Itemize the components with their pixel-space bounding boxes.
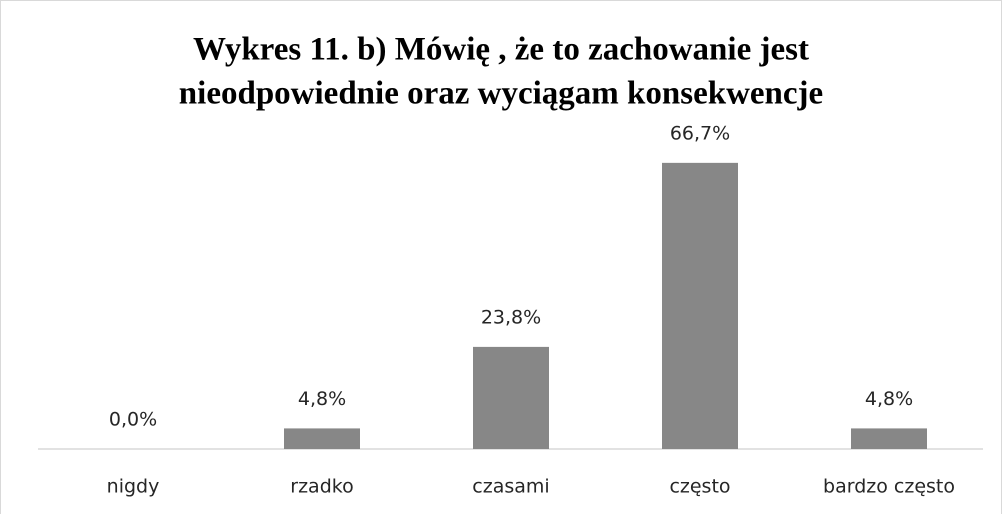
bar xyxy=(662,162,738,449)
data-label: 4,8% xyxy=(298,388,346,410)
data-label: 0,0% xyxy=(109,409,157,431)
x-tick-label: rzadko xyxy=(290,476,353,498)
x-tick-label: czasami xyxy=(472,476,549,498)
bar xyxy=(473,346,549,449)
bar xyxy=(284,428,360,449)
data-label: 66,7% xyxy=(670,122,730,144)
data-label: 4,8% xyxy=(865,388,913,410)
data-label: 23,8% xyxy=(481,306,541,328)
x-tick-label: bardzo często xyxy=(823,476,955,498)
x-tick-label: nigdy xyxy=(107,476,160,498)
chart-title: Wykres 11. b) Mówię , że to zachowanie j… xyxy=(193,32,809,68)
chart-title: nieodpowiednie oraz wyciągam konsekwencj… xyxy=(179,76,823,112)
x-tick-label: często xyxy=(669,476,730,498)
bar xyxy=(851,428,927,449)
